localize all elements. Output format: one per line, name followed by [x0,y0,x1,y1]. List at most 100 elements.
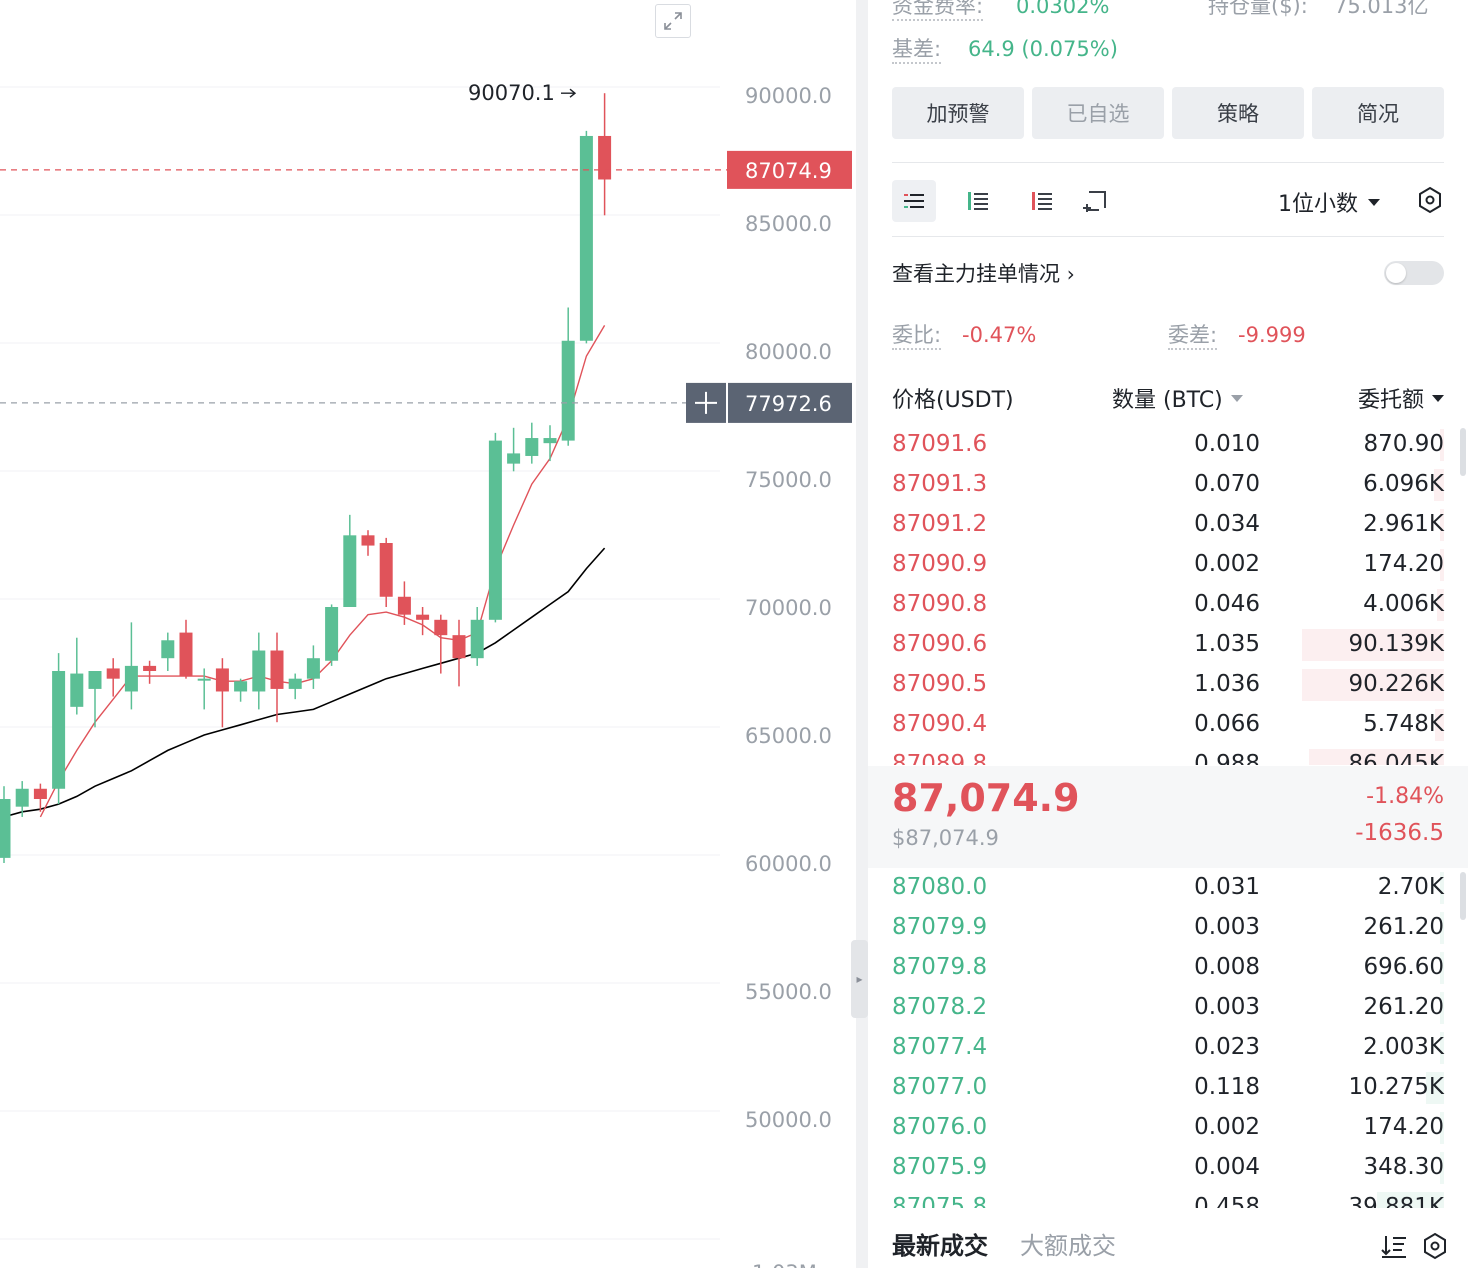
bid-row[interactable]: 87078.2 0.003 261.20 [868,988,1468,1028]
candle-body [452,635,466,659]
bid-ask-ratio-value: -0.47% [962,323,1037,347]
sort-icon[interactable] [1380,1232,1408,1260]
ask-row[interactable]: 87091.6 0.010 870.90 [868,425,1468,465]
candle-body [33,788,47,799]
column-header-qty-label: 数量 (BTC) [1112,388,1223,413]
ask-row[interactable]: 87090.4 0.066 5.748K [868,705,1468,745]
candle-body [161,640,175,659]
ask-row[interactable]: 87090.6 1.035 90.139K [868,625,1468,665]
main-force-orders-link[interactable]: 查看主力挂单情况 › [892,258,1075,288]
depth-bar [1440,429,1444,461]
orderbook-settings-button[interactable] [1416,184,1444,216]
bid-price: 87079.8 [892,954,988,980]
bids-list[interactable]: 87080.0 0.031 2.70K 87079.9 0.003 261.20 87079… [868,868,1468,1208]
panel-divider [856,0,868,1268]
ask-price: 87091.3 [892,471,988,497]
candle-body [197,678,211,681]
ask-price: 87089.8 [892,751,988,765]
depth-bar [1440,992,1444,1024]
depth-bar [1440,1152,1444,1184]
column-header-amount[interactable]: 委托额 [1358,382,1444,414]
bid-amount: 2.003K [1363,1034,1444,1060]
bid-quantity: 0.003 [1194,994,1260,1020]
expand-button[interactable] [655,4,691,38]
asks-only-icon [1032,192,1052,210]
tab-large-trades[interactable]: 大额成交 [1020,1232,1116,1260]
watchlisted-button[interactable]: 已自选 [1032,87,1164,139]
bid-amount: 696.60 [1363,954,1444,980]
bid-row[interactable]: 87079.8 0.008 696.60 [868,948,1468,988]
high-price-annotation: 90070.1 [468,81,555,105]
divider-line [892,236,1444,237]
overview-button[interactable]: 简况 [1312,87,1444,139]
main-force-toggle[interactable] [1384,261,1444,285]
toggle-knob [1386,263,1406,283]
bid-quantity: 0.031 [1194,874,1260,900]
add-alert-button[interactable]: 加预警 [892,87,1024,139]
tab-latest-trades[interactable]: 最新成交 [892,1232,988,1260]
ask-price: 87090.9 [892,551,988,577]
candle-body [525,438,539,456]
ask-amount: 86.045K [1348,751,1444,765]
last-price: 87,074.9 [892,776,1080,820]
depth-bar [1433,469,1444,501]
caret-down-icon [1230,394,1243,402]
candle-body [561,340,575,441]
gear-icon[interactable] [1422,1232,1448,1260]
crosshair-price-tag [728,382,852,423]
candle-body [361,535,375,546]
bid-price: 87075.8 [892,1194,988,1208]
price-axis-label: 85000.0 [745,212,832,236]
bid-quantity: 0.008 [1194,954,1260,980]
bid-row[interactable]: 87077.0 0.118 10.275K [868,1068,1468,1108]
bid-quantity: 0.023 [1194,1034,1260,1060]
candle-body [143,665,157,671]
caret-down-icon [1432,394,1444,402]
ask-quantity: 0.034 [1194,511,1260,537]
candle-body [179,632,193,677]
bid-row[interactable]: 87079.9 0.003 261.20 [868,908,1468,948]
ask-row[interactable]: 87090.9 0.002 174.20 [868,545,1468,585]
ask-row[interactable]: 87090.8 0.046 4.006K [868,585,1468,625]
ask-amount: 174.20 [1363,551,1444,577]
view-custom-button[interactable] [1074,180,1118,222]
bid-row[interactable]: 87075.9 0.004 348.30 [868,1148,1468,1188]
depth-bar [1440,912,1444,944]
price-axis-label: 70000.0 [745,596,832,620]
asks-list[interactable]: 87091.6 0.010 870.90 87091.3 0.070 6.096K 8709… [868,425,1468,765]
ask-quantity: 0.002 [1194,551,1260,577]
depth-bar [1437,589,1444,621]
view-bids-button[interactable] [956,180,1000,222]
ask-quantity: 0.046 [1194,591,1260,617]
ask-row[interactable]: 87091.3 0.070 6.096K [868,465,1468,505]
asks-scrollbar[interactable] [1460,428,1466,476]
bid-row[interactable]: 87076.0 0.002 174.20 [868,1108,1468,1148]
volume-axis-label: 1.03M [752,1261,817,1268]
ask-row[interactable]: 87089.8 0.988 86.045K [868,745,1468,765]
bids-scrollbar[interactable] [1460,872,1466,920]
bid-price: 87077.4 [892,1034,988,1060]
bid-amount: 174.20 [1363,1114,1444,1140]
decimal-precision-select[interactable]: 1位小数 [1278,186,1380,218]
view-asks-button[interactable] [1020,180,1064,222]
column-header-qty[interactable]: 数量 (BTC) [1112,382,1243,414]
ask-amount: 2.961K [1363,511,1444,537]
ask-row[interactable]: 87090.5 1.036 90.226K [868,665,1468,705]
price-axis-label: 60000.0 [745,852,832,876]
strategy-button[interactable]: 策略 [1172,87,1304,139]
bid-row[interactable]: 87077.4 0.023 2.003K [868,1028,1468,1068]
depth-bar [1440,1112,1444,1144]
ask-row[interactable]: 87091.2 0.034 2.961K [868,505,1468,545]
ask-quantity: 0.010 [1194,431,1260,457]
depth-bar [1440,952,1444,984]
candlestick-chart-svg[interactable]: 90000.0 85000.0 80000.0 75000.0 70000.0 65000… [0,0,856,1268]
funding-rate-value: 0.0302% [1016,0,1110,18]
view-both-sides-button[interactable] [892,180,936,222]
depth-bar [1376,1192,1444,1208]
depth-bar [1440,1032,1444,1064]
kline-chart[interactable]: 90000.0 85000.0 80000.0 75000.0 70000.0 65000… [0,0,856,1268]
bid-row[interactable]: 87080.0 0.031 2.70K [868,868,1468,908]
collapse-panel-handle[interactable]: ▸ [851,940,868,1018]
bid-row[interactable]: 87075.8 0.458 39.881K [868,1188,1468,1208]
ask-amount: 90.139K [1348,631,1444,657]
